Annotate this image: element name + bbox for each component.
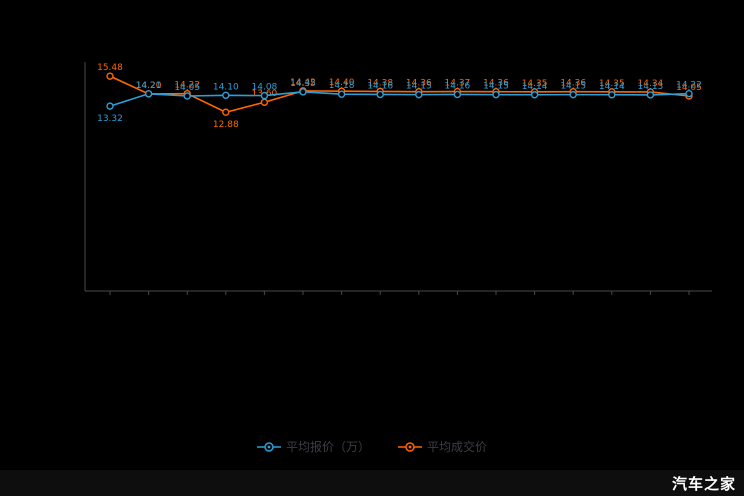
svg-text:14.05: 14.05 [676, 83, 702, 93]
watermark-band: 汽车之家 [0, 470, 744, 496]
svg-text:14.15: 14.15 [483, 82, 509, 92]
svg-text:14.36: 14.36 [483, 79, 509, 89]
svg-text:14.16: 14.16 [367, 81, 393, 91]
svg-text:14.38: 14.38 [367, 78, 393, 88]
svg-text:14.15: 14.15 [560, 82, 586, 92]
svg-text:14.15: 14.15 [406, 82, 432, 92]
svg-text:15.48: 15.48 [97, 63, 123, 73]
svg-text:14.35: 14.35 [599, 79, 625, 89]
svg-text:14.22: 14.22 [676, 81, 702, 91]
svg-text:14.14: 14.14 [599, 82, 625, 92]
svg-text:14.08: 14.08 [252, 83, 278, 93]
svg-text:14.34: 14.34 [638, 79, 664, 89]
svg-text:14.36: 14.36 [560, 79, 586, 89]
svg-text:14.37: 14.37 [445, 79, 471, 89]
svg-text:14.18: 14.18 [329, 81, 355, 91]
svg-text:13.32: 13.32 [97, 114, 123, 124]
legend-item-avg-quote[interactable]: 平均报价（万） [256, 440, 370, 454]
svg-text:14.22: 14.22 [174, 81, 200, 91]
chart-area: 15.4814.2014.2212.8813.6014.4214.4014.38… [84, 62, 712, 295]
svg-text:14.05: 14.05 [174, 83, 200, 93]
svg-text:12.88: 12.88 [213, 120, 239, 130]
legend-marker-blue-icon [256, 441, 281, 453]
trend-chart-svg: 15.4814.2014.2212.8813.6014.4214.4014.38… [84, 62, 712, 295]
svg-text:14.13: 14.13 [638, 82, 664, 92]
svg-text:14.35: 14.35 [290, 79, 316, 89]
svg-text:14.16: 14.16 [445, 81, 471, 91]
svg-text:14.14: 14.14 [522, 82, 548, 92]
legend-marker-orange-icon [398, 441, 422, 453]
svg-text:14.36: 14.36 [406, 79, 432, 89]
legend-label-avg-deal: 平均成交价 [427, 440, 488, 454]
svg-text:14.21: 14.21 [136, 81, 162, 91]
svg-text:14.10: 14.10 [213, 82, 239, 92]
legend-item-avg-deal[interactable]: 平均成交价 [398, 441, 487, 453]
legend-label-avg-quote: 平均报价（万） [285, 440, 370, 454]
svg-text:14.20: 14.20 [136, 81, 162, 91]
svg-text:14.35: 14.35 [522, 79, 548, 89]
svg-text:14.42: 14.42 [290, 78, 316, 88]
svg-text:14.40: 14.40 [329, 78, 355, 88]
autohome-watermark: 汽车之家 [671, 474, 736, 493]
chart-legend: 平均报价（万） 平均成交价 [0, 441, 744, 453]
